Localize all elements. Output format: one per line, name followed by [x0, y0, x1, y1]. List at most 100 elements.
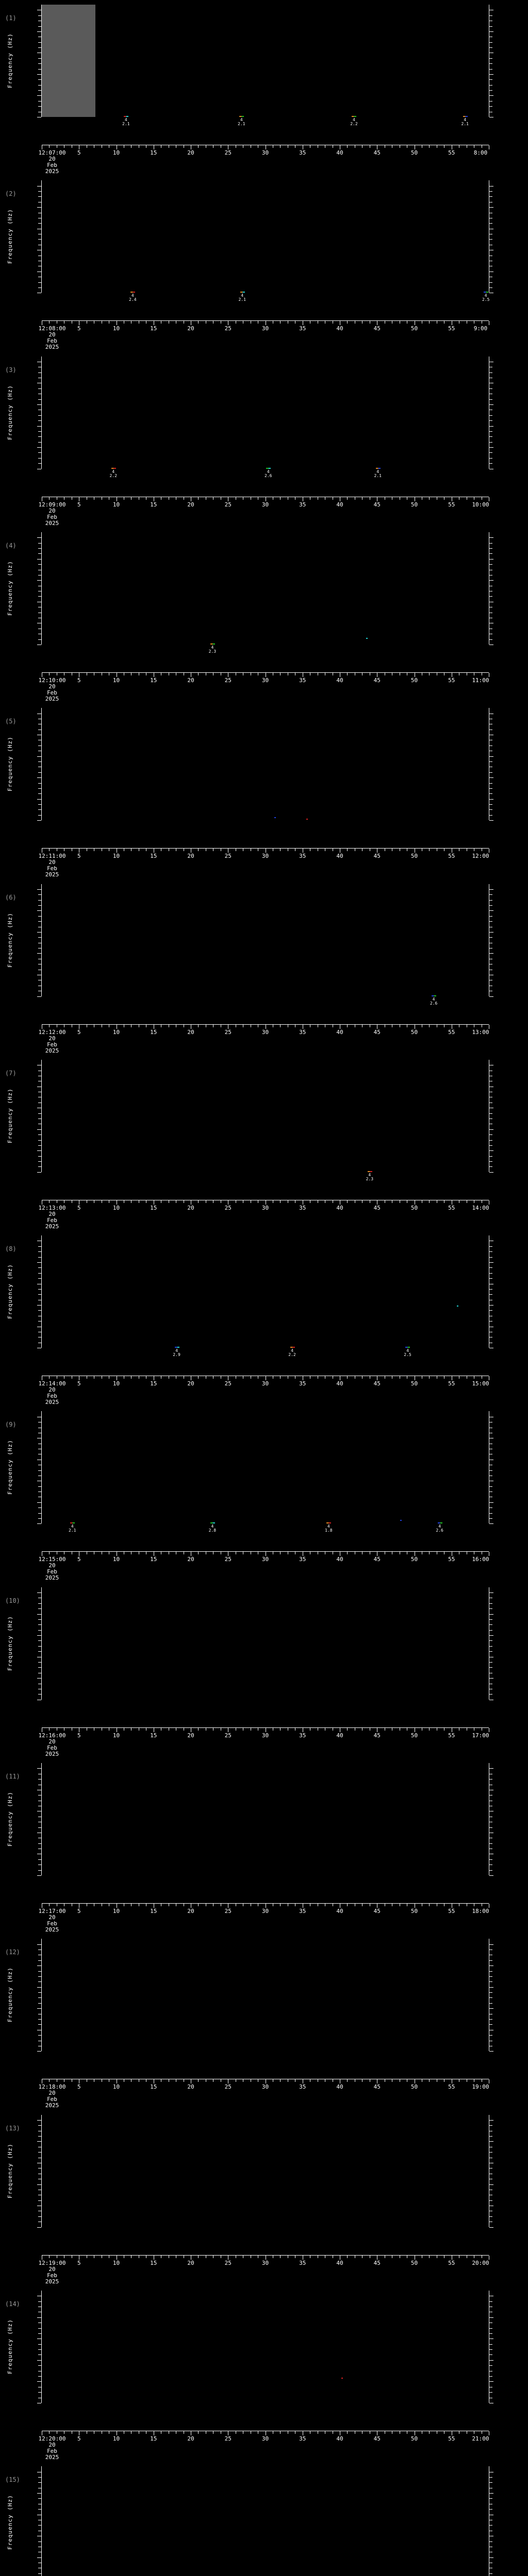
y-axis-tick: [38, 191, 41, 192]
event-marker[interactable]: [210, 643, 215, 645]
time-axis-tick: [198, 1200, 199, 1203]
time-axis: [42, 1903, 489, 1908]
y-axis-tick: [38, 2003, 41, 2004]
event-marker[interactable]: [437, 1522, 442, 1524]
time-axis-tick: [198, 321, 199, 324]
event-marker[interactable]: [240, 292, 245, 293]
spectrogram-plot-area[interactable]: [42, 5, 489, 117]
time-axis-tick: [347, 1727, 348, 1731]
panel-index-label: (2): [5, 190, 16, 198]
y-axis-tick: [38, 415, 41, 416]
time-axis-tick-label: 25: [224, 149, 232, 156]
event-marker[interactable]: [70, 1522, 75, 1524]
event-marker[interactable]: [266, 467, 271, 469]
time-axis-tick: [429, 321, 430, 324]
date-label-line: 2025: [45, 2453, 59, 2461]
y-axis-tick: [38, 2216, 41, 2217]
time-axis-tick: [429, 2431, 430, 2434]
time-axis-tick-label: 55: [448, 501, 455, 508]
spectrogram-plot-area[interactable]: [42, 1235, 489, 1348]
time-axis-tick-label: 5: [77, 1908, 81, 1914]
y-axis-tick: [38, 1145, 41, 1146]
spectrogram-plot-area[interactable]: [42, 356, 489, 469]
spectrogram-plot-area[interactable]: [42, 1587, 489, 1700]
spectrogram-plot-area[interactable]: [42, 180, 489, 293]
event-marker[interactable]: [124, 116, 129, 117]
event-marker[interactable]: [326, 1522, 332, 1524]
event-marker[interactable]: [484, 292, 489, 293]
y-axis-tick: [489, 1145, 492, 1146]
date-label: 20 Feb 2025: [45, 1563, 59, 1581]
panel-index-label: (10): [5, 1597, 20, 1604]
y-axis-tick: [489, 1875, 493, 1876]
time-axis-tick: [347, 1552, 348, 1555]
time-axis-tick-label: 15: [150, 2435, 157, 2442]
y-axis-title: Frequency (Hz): [7, 1616, 13, 1671]
event-marker[interactable]: [210, 1522, 215, 1524]
y-axis-tick: [37, 2184, 41, 2185]
y-axis-tick: [489, 1859, 492, 1860]
spectrogram-plot-area[interactable]: [42, 1763, 489, 1875]
panel-index-label: (14): [5, 2300, 20, 2308]
time-axis-tick: [429, 2079, 430, 2082]
y-axis-tick: [489, 1161, 492, 1162]
event-marker[interactable]: [367, 1171, 372, 1172]
spectrogram-plot-area[interactable]: [42, 1939, 489, 2052]
time-axis-tick: [347, 2079, 348, 2082]
spectrogram-plot-area[interactable]: [42, 1059, 489, 1172]
y-axis-tick: [489, 1118, 492, 1119]
time-axis-tick-label: 50: [410, 2083, 418, 2091]
time-axis-tick-label: 25: [224, 325, 232, 332]
y-axis-tick: [489, 2344, 492, 2345]
y-axis-tick: [489, 2003, 492, 2004]
date-label: 20 Feb 2025: [45, 1387, 59, 1405]
spectrogram-plot-area[interactable]: [42, 532, 489, 645]
y-axis-tick: [38, 106, 41, 107]
y-axis-tick: [37, 1768, 41, 1769]
event-magnitude-label: 4: [327, 1524, 330, 1529]
event-marker[interactable]: [111, 467, 116, 469]
spectrogram-plot-area[interactable]: [42, 2114, 489, 2227]
event-marker[interactable]: [352, 116, 357, 117]
y-axis-tick: [38, 457, 41, 459]
time-axis: [42, 1727, 489, 1732]
y-axis-tick: [489, 223, 492, 224]
date-label-line: 2025: [45, 2278, 59, 2285]
event-marker[interactable]: [130, 292, 136, 293]
y-axis-tick: [489, 2498, 492, 2499]
spectrogram-plot-area[interactable]: [42, 884, 489, 996]
time-axis-tick-label: 45: [373, 1028, 381, 1036]
panel-index-label: (8): [5, 1245, 16, 1253]
spectrogram-plot-area[interactable]: [42, 1411, 489, 1524]
y-axis-tick: [489, 1997, 492, 1998]
y-axis-title: Frequency (Hz): [7, 736, 13, 792]
y-axis-tick: [37, 2141, 41, 2142]
y-axis: 02004006008001000: [37, 532, 42, 645]
y-axis-tick: [489, 2019, 492, 2020]
spectrogram-plot-area[interactable]: [42, 708, 489, 821]
event-magnitude-label: 4: [211, 1524, 214, 1529]
event-marker[interactable]: [290, 1347, 295, 1348]
event-marker[interactable]: [375, 467, 381, 469]
event-marker[interactable]: [405, 1347, 410, 1348]
time-axis-tick: [347, 2255, 348, 2258]
event-marker[interactable]: [239, 116, 244, 117]
time-axis-tick-label: 30: [261, 853, 269, 860]
y-axis-tick: [489, 1257, 492, 1258]
event-marker[interactable]: [174, 1347, 179, 1348]
y-axis-tick: [38, 1624, 41, 1625]
time-axis-end-label: 8:00: [473, 149, 488, 156]
y-axis-tick: [38, 1486, 41, 1487]
y-axis-tick: [489, 2024, 492, 2025]
y-axis-tick: [489, 1246, 492, 1247]
event-marker[interactable]: [463, 116, 468, 117]
time-axis-tick-label: 55: [448, 1028, 455, 1036]
time-axis-tick-label: 5: [77, 149, 81, 156]
time-axis-tick-label: 20: [187, 1028, 194, 1036]
spectrogram-plot-area[interactable]: [42, 2466, 489, 2576]
y-axis-tick: [37, 1875, 41, 1876]
y-axis-tick: [37, 2493, 41, 2494]
spectrogram-plot-area[interactable]: [42, 2290, 489, 2403]
event-marker[interactable]: [432, 995, 437, 996]
